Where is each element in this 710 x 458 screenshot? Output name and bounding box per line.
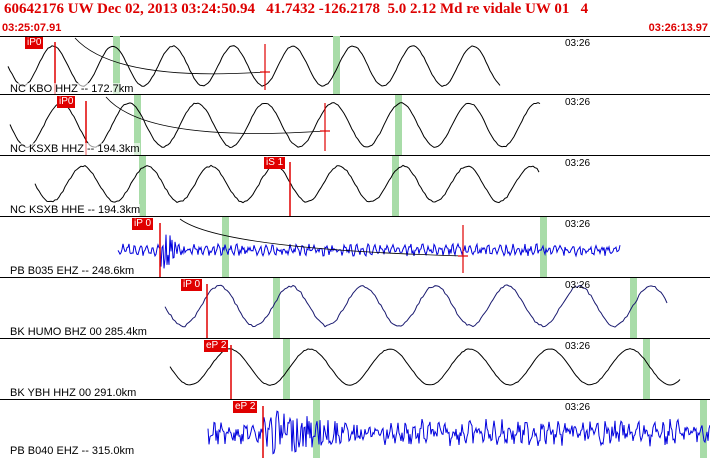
- analysis-window-marker: [139, 156, 146, 216]
- waveform-plot: [117, 217, 621, 277]
- coda-decay-curve: [105, 96, 326, 134]
- seismogram-panel[interactable]: NC KBO HHZ -- 172.7km 03:26 iP0: [0, 36, 710, 95]
- station-label: PB B040 EHZ -- 315.0km: [10, 445, 135, 457]
- analysis-window-marker: [643, 339, 650, 399]
- station-label: BK HUMO BHZ 00 285.4km: [10, 326, 147, 338]
- station-label: NC KBO HHZ -- 172.7km: [10, 83, 134, 95]
- waveform-trace: [34, 164, 540, 204]
- time-tick: 03:26: [565, 38, 591, 49]
- waveform-plot: [34, 156, 540, 216]
- header-bar: 60642176 UW Dec 02, 2013 03:24:50.94 41.…: [0, 0, 710, 37]
- seismogram-panels: NC KBO HHZ -- 172.7km 03:26 iP0 NC KSXB …: [0, 36, 710, 458]
- phase-pick-label[interactable]: iP0: [25, 37, 44, 49]
- analysis-window-marker: [392, 156, 399, 216]
- analysis-window-marker: [273, 278, 280, 338]
- waveform-plot: [169, 339, 681, 399]
- seismogram-panel[interactable]: BK YBH HHZ 00 291.0km 03:26 eP 2: [0, 339, 710, 400]
- seismogram-panel[interactable]: PB B040 EHZ -- 315.0km 03:26 eP 2: [0, 400, 710, 458]
- station-label: NC KSXB HHE -- 194.3km: [10, 204, 141, 216]
- analysis-window-marker: [134, 95, 141, 155]
- waveform-trace: [164, 284, 668, 328]
- waveform-trace: [117, 234, 621, 269]
- analysis-window-marker: [333, 36, 340, 94]
- time-tick: 03:26: [565, 158, 591, 169]
- seismogram-panel[interactable]: NC KSXB HHE -- 194.3km 03:26 iS 1: [0, 156, 710, 217]
- station-label: NC KSXB HHZ -- 194.3km: [10, 143, 140, 155]
- phase-pick-label[interactable]: iP 0: [181, 279, 203, 291]
- coda-decay-curve: [74, 37, 266, 75]
- time-tick: 03:26: [565, 219, 591, 230]
- waveform-trace: [9, 102, 541, 149]
- window-start-time: 03:25:07.91: [2, 22, 62, 34]
- phase-pick-label[interactable]: iS 1: [264, 157, 286, 169]
- coda-decay-curve: [179, 218, 464, 257]
- waveform-plot: [7, 36, 501, 94]
- time-tick: 03:26: [565, 280, 591, 291]
- phase-pick-label[interactable]: eP 2: [204, 340, 229, 352]
- event-title: 60642176 UW Dec 02, 2013 03:24:50.94 41.…: [4, 1, 589, 17]
- station-label: PB B035 EHZ -- 248.6km: [10, 265, 135, 277]
- waveform-trace: [7, 45, 501, 87]
- analysis-window-marker: [283, 339, 290, 399]
- phase-pick-label[interactable]: iP 0: [132, 218, 154, 230]
- waveform-trace: [207, 410, 710, 455]
- analysis-window-marker: [113, 36, 120, 94]
- window-end-time: 03:26:13.97: [648, 22, 708, 34]
- time-tick: 03:26: [565, 97, 591, 108]
- seismogram-panel[interactable]: NC KSXB HHZ -- 194.3km 03:26 iP0: [0, 95, 710, 156]
- waveform-plot: [207, 400, 710, 458]
- station-label: BK YBH HHZ 00 291.0km: [10, 387, 137, 399]
- seismogram-panel[interactable]: BK HUMO BHZ 00 285.4km 03:26 iP 0: [0, 278, 710, 339]
- waveform-trace: [169, 348, 681, 386]
- waveform-plot: [164, 278, 668, 338]
- analysis-window-marker: [700, 400, 707, 458]
- analysis-window-marker: [313, 400, 320, 458]
- time-tick: 03:26: [565, 341, 591, 352]
- seismogram-panel[interactable]: PB B035 EHZ -- 248.6km 03:26 iP 0: [0, 217, 710, 278]
- analysis-window-marker: [395, 95, 402, 155]
- phase-pick-label[interactable]: eP 2: [233, 401, 258, 413]
- time-tick: 03:26: [565, 402, 591, 413]
- phase-pick-label[interactable]: iP0: [57, 96, 76, 108]
- analysis-window-marker: [630, 278, 637, 338]
